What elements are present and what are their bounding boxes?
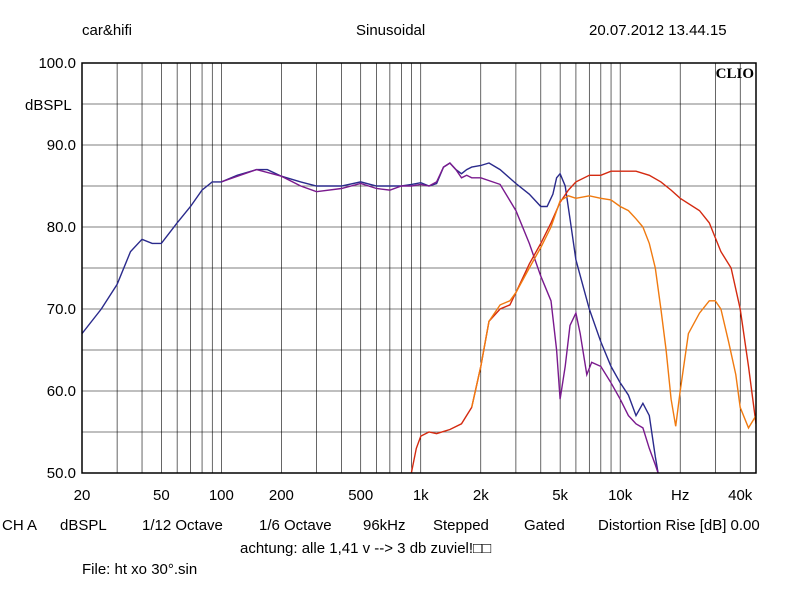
setting-octave-1: 1/12 Octave: [142, 517, 223, 534]
x-tick-label: Hz: [671, 487, 689, 504]
x-tick-label: 10k: [608, 487, 633, 504]
y-tick-label: 60.0: [47, 383, 76, 400]
x-tick-label: 50: [153, 487, 170, 504]
setting-octave-2: 1/6 Octave: [259, 517, 332, 534]
plot-frame: [81, 62, 757, 474]
series-layer: [82, 162, 756, 473]
x-tick-label: 1k: [413, 487, 429, 504]
x-tick-label: 2k: [473, 487, 489, 504]
y-tick-labels: 100.0 90.0 80.0 70.0 60.0 50.0: [38, 55, 76, 482]
x-tick-label: 40k: [728, 487, 753, 504]
setting-rate: 96kHz: [363, 517, 406, 534]
series-line-orange: [471, 195, 756, 430]
footer-settings: CH A dBSPL 1/12 Octave 1/6 Octave 96kHz …: [0, 518, 800, 536]
series-line-purple: [221, 162, 659, 473]
setting-distortion: Distortion Rise [dB] 0.00: [598, 517, 760, 534]
setting-gate: Gated: [524, 517, 565, 534]
x-tick-label: 500: [348, 487, 373, 504]
footer-file: File: ht xo 30°.sin: [82, 561, 198, 578]
setting-mode: Stepped: [433, 517, 489, 534]
header-center: Sinusoidal: [356, 22, 426, 39]
y-tick-label: 90.0: [47, 137, 76, 154]
x-tick-label: 200: [269, 487, 294, 504]
x-tick-label: 5k: [552, 487, 568, 504]
y-tick-label: 80.0: [47, 219, 76, 236]
header-right: 20.07.2012 13.44.15: [589, 22, 727, 39]
setting-channel: CH A: [2, 517, 38, 534]
x-tick-label: 100: [209, 487, 234, 504]
series-line-red: [410, 170, 756, 473]
y-axis-label: dBSPL: [25, 97, 72, 114]
y-tick-label: 50.0: [47, 465, 76, 482]
footer-note: achtung: alle 1,41 v --> 3 db zuviel!□□: [240, 540, 492, 557]
y-tick-label: 70.0: [47, 301, 76, 318]
series-line-blue: [82, 162, 659, 473]
y-tick-label: 100.0: [38, 55, 76, 72]
x-tick-label: 20: [74, 487, 91, 504]
grid: [82, 63, 756, 473]
setting-unit: dBSPL: [60, 517, 107, 534]
clio-logo: CLIO: [716, 66, 754, 82]
header-left: car&hifi: [82, 22, 133, 39]
x-tick-labels: 20 50 100 200 500 1k 2k 5k 10k Hz 40k: [74, 487, 753, 504]
